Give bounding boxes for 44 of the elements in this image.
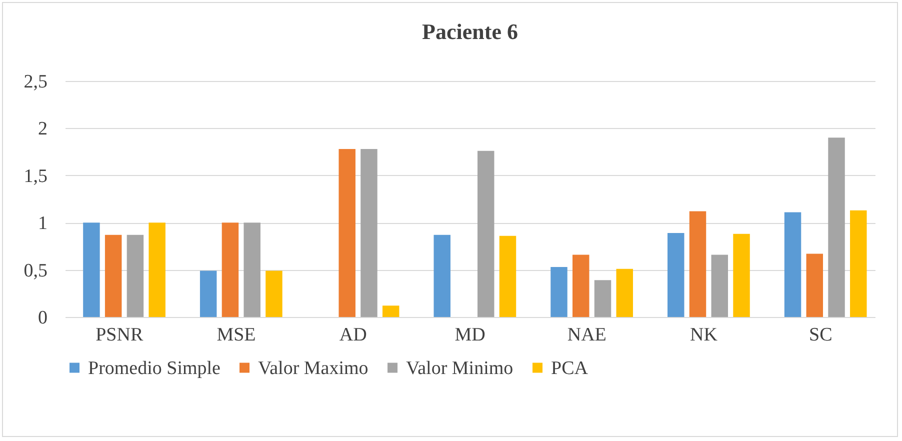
bar (148, 222, 166, 317)
y-tick-label: 2 (38, 118, 48, 140)
bar (266, 270, 282, 317)
bar (668, 232, 684, 317)
bar (83, 222, 100, 317)
bar (806, 254, 823, 317)
bar (126, 234, 144, 317)
legend-label: PCA (551, 358, 588, 379)
bar (594, 280, 612, 317)
bar (733, 234, 750, 317)
bar (338, 148, 356, 317)
bar (784, 212, 802, 317)
bar (360, 148, 378, 317)
y-tick-label: 2,5 (24, 72, 48, 92)
y-tick-label: 0,5 (24, 260, 48, 282)
x-tick-label: PSNR (96, 324, 144, 346)
y-tick-label: 1,5 (24, 166, 48, 187)
bar (550, 266, 568, 317)
x-tick-label: MSE (216, 324, 256, 346)
bar (616, 268, 633, 317)
x-tick-label: AD (339, 324, 367, 346)
x-tick-label: MD (454, 324, 486, 346)
bar (244, 222, 260, 317)
bar (572, 254, 590, 317)
bar (850, 210, 867, 317)
legend-label: Valor Minimo (406, 358, 514, 379)
bar (711, 254, 728, 317)
y-tick-label: 0 (38, 308, 48, 328)
legend-label: Valor Maximo (258, 358, 368, 379)
x-tick-label: NK (690, 324, 718, 346)
bar (828, 138, 845, 317)
bar (689, 211, 706, 317)
bar (382, 306, 400, 317)
legend-label: Promedio Simple (88, 358, 220, 379)
x-tick-label: SC (809, 324, 832, 346)
bar (200, 270, 217, 317)
bar (477, 150, 494, 317)
chart-title: Paciente 6 (422, 19, 518, 44)
y-tick-label: 1 (38, 213, 48, 234)
bar (434, 234, 450, 317)
bar (104, 234, 122, 317)
bar (222, 222, 239, 317)
bar (499, 236, 516, 317)
x-tick-label: NAE (567, 324, 606, 346)
